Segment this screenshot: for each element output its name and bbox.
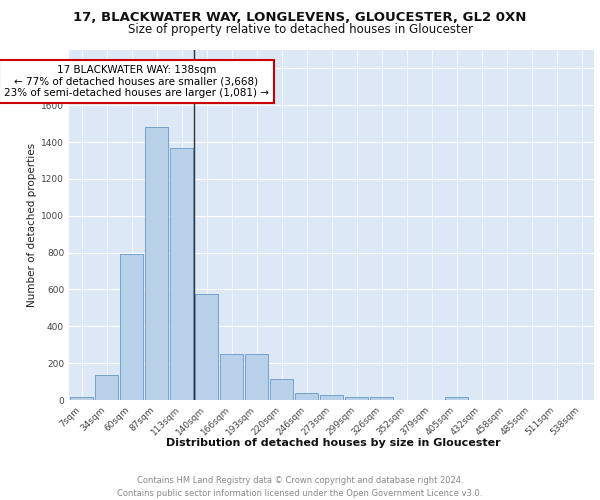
Bar — [170, 148, 193, 400]
Bar — [220, 354, 243, 400]
Y-axis label: Number of detached properties: Number of detached properties — [27, 143, 37, 307]
Bar — [245, 354, 268, 400]
Text: 17, BLACKWATER WAY, LONGLEVENS, GLOUCESTER, GL2 0XN: 17, BLACKWATER WAY, LONGLEVENS, GLOUCEST… — [73, 11, 527, 24]
Bar — [195, 294, 218, 400]
Bar — [445, 396, 468, 400]
Bar — [145, 128, 168, 400]
Text: Contains HM Land Registry data © Crown copyright and database right 2024.
Contai: Contains HM Land Registry data © Crown c… — [118, 476, 482, 498]
Bar — [70, 397, 93, 400]
Bar — [120, 254, 143, 400]
Bar — [320, 395, 343, 400]
Bar — [295, 393, 318, 400]
Bar — [345, 397, 368, 400]
Text: Distribution of detached houses by size in Gloucester: Distribution of detached houses by size … — [166, 438, 500, 448]
Bar — [95, 375, 118, 400]
Bar — [270, 380, 293, 400]
Bar — [370, 396, 393, 400]
Text: Size of property relative to detached houses in Gloucester: Size of property relative to detached ho… — [128, 22, 473, 36]
Text: 17 BLACKWATER WAY: 138sqm
← 77% of detached houses are smaller (3,668)
23% of se: 17 BLACKWATER WAY: 138sqm ← 77% of detac… — [4, 64, 269, 98]
